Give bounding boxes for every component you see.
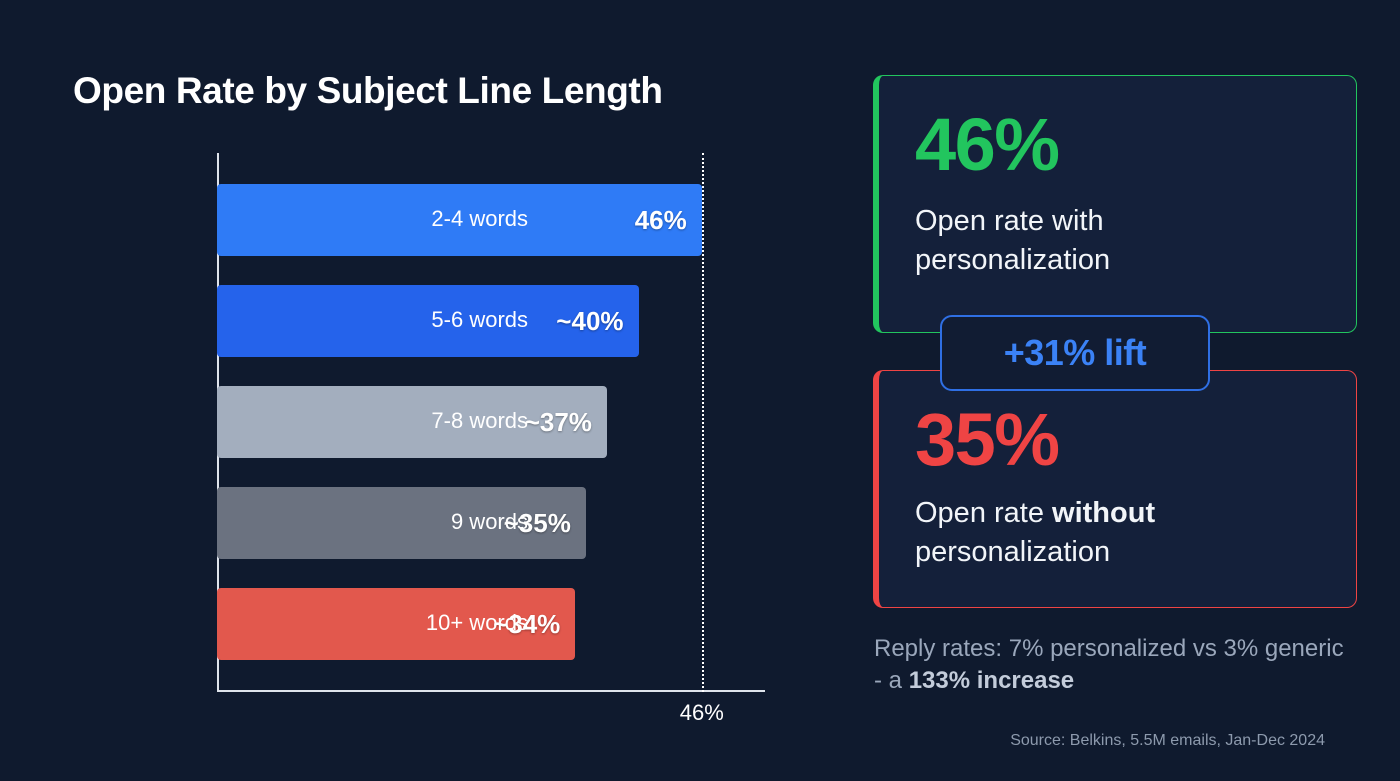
- bar-row: ~34% 10+ words: [217, 588, 765, 660]
- stat-card-with-personalization: 46% Open rate with personalization: [873, 75, 1357, 333]
- stat-caption-with: Open rate with personalization: [915, 202, 1335, 279]
- bar-value-label: ~37%: [524, 406, 592, 437]
- stat-card-without-personalization: 35% Open rate without personalization: [873, 370, 1357, 608]
- stat-caption-without-line2: personalization: [915, 535, 1111, 568]
- reply-rate-note: Reply rates: 7% personalized vs 3% gener…: [874, 633, 1344, 697]
- category-label: 7-8 words: [431, 408, 528, 433]
- bar: ~35%: [217, 487, 586, 559]
- reply-rate-note-text: Reply rates: 7% personalized vs 3% gener…: [874, 635, 1344, 695]
- stat-number-with: 46%: [915, 103, 1060, 186]
- bar-chart-plot-area: 46% 2-4 words ~40% 5-6 words ~37% 7-8 words ~3…: [217, 153, 765, 725]
- bar-row: ~40% 5-6 words: [217, 285, 765, 357]
- lift-badge-label: +31% lift: [1003, 332, 1147, 373]
- bar: ~37%: [217, 386, 607, 458]
- bar-value-label: ~35%: [503, 507, 571, 538]
- category-label: 2-4 words: [431, 206, 528, 231]
- bar-row: 46% 2-4 words: [217, 184, 765, 256]
- bar: 46%: [217, 184, 702, 256]
- stat-caption-without-prefix: Open rate: [915, 497, 1053, 529]
- stats-panel: 46% Open rate with personalization +31% …: [840, 0, 1400, 781]
- bar-value-label: ~34%: [493, 608, 561, 639]
- bar: ~34%: [217, 588, 576, 660]
- stat-caption-without-emphasis: without: [1052, 497, 1156, 529]
- chart-panel: Open Rate by Subject Line Length 46% 2-4 …: [73, 70, 765, 725]
- bar-row: ~35% 9 words: [217, 487, 765, 559]
- reference-line-label: 46%: [679, 700, 724, 725]
- bar-value-label: 46%: [634, 204, 687, 235]
- stat-caption-without: Open rate without personalization: [915, 494, 1335, 571]
- bar: ~40%: [217, 285, 639, 357]
- source-note: Source: Belkins, 5.5M emails, Jan-Dec 20…: [1010, 732, 1325, 749]
- x-axis-line: [217, 690, 765, 692]
- stat-caption-with-line2: personalization: [915, 243, 1111, 276]
- category-label: 5-6 words: [431, 307, 528, 332]
- stat-caption-with-line1: Open rate with: [915, 205, 1104, 237]
- bar-row: ~37% 7-8 words: [217, 386, 765, 458]
- bar-value-label: ~40%: [556, 305, 624, 336]
- chart-title: Open Rate by Subject Line Length: [73, 70, 663, 111]
- category-label: 10+ words: [425, 610, 528, 635]
- stat-number-without: 35%: [915, 398, 1060, 481]
- reference-line: [701, 153, 704, 692]
- lift-badge: +31% lift: [940, 315, 1210, 391]
- category-label: 9 words: [450, 509, 528, 534]
- reply-rate-note-emphasis: 133% increase: [908, 667, 1075, 695]
